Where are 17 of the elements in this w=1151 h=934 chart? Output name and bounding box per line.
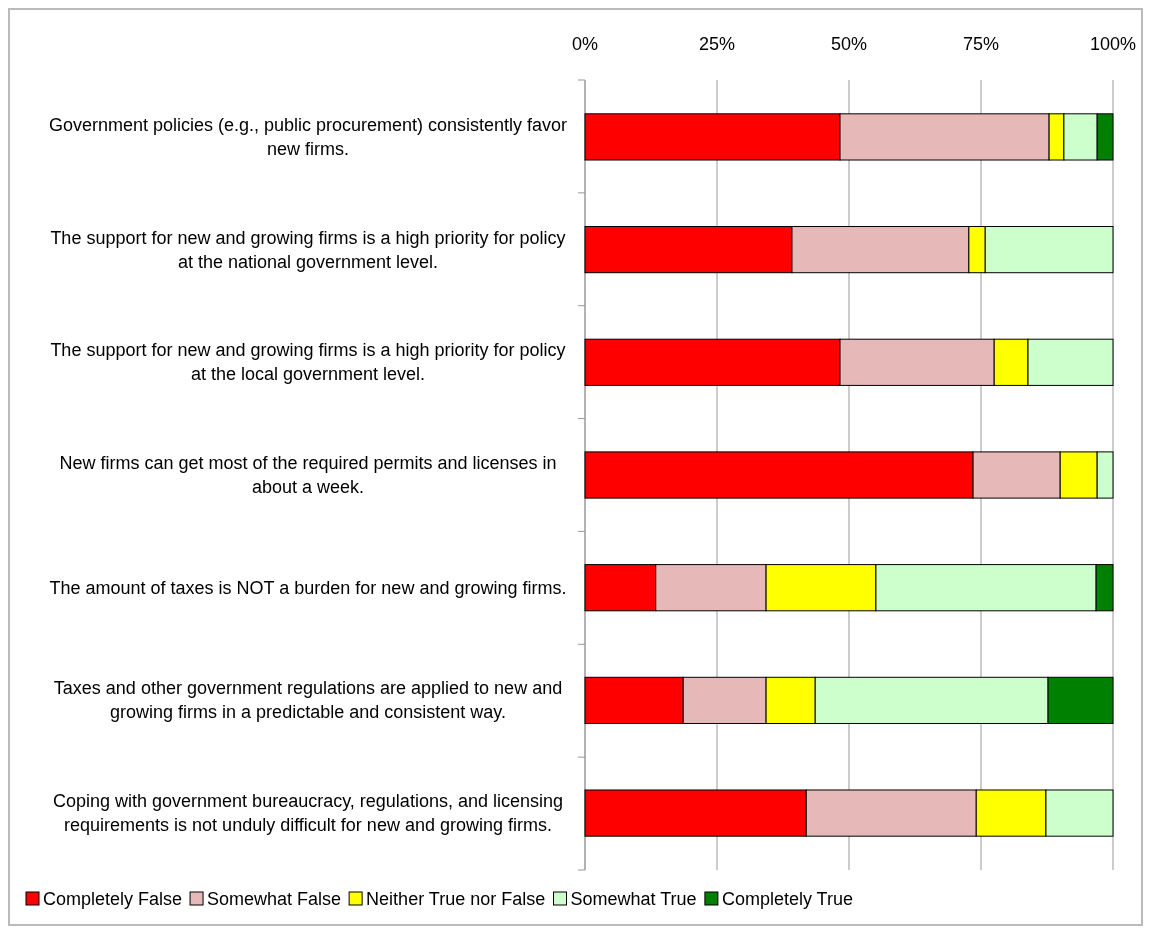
y-tick-label: Government policies (e.g., public procurement) consistently favor new firms.: [48, 114, 568, 159]
legend-label: Completely True: [721, 889, 853, 909]
y-tick-label: Taxes and other government regulations are applied to new and growing firms in a predictable and consistent way.: [53, 678, 563, 723]
x-tick-label: 50%: [830, 34, 868, 54]
x-tick-label: 100%: [1089, 34, 1137, 54]
legend-label: Somewhat True: [570, 889, 697, 909]
x-tick-label: 25%: [698, 34, 736, 54]
y-tick-label: New firms can get most of the required permits and licenses in about a week.: [59, 453, 557, 497]
y-tick-label: The support for new and growing firms is a high priority for policy at the local government level.: [50, 340, 566, 385]
x-tick-label: 0%: [571, 34, 599, 54]
legend-label: Completely False: [43, 889, 183, 909]
y-tick-label: The support for new and growing firms is a high priority for policy at the national government level.: [50, 227, 566, 272]
legend-label: Neither True nor False: [366, 889, 546, 909]
legend-label: Somewhat False: [207, 889, 342, 909]
y-tick-label: Coping with government bureaucracy, regulations, and licensing requirements is not unduly difficult for new and growing firms.: [53, 791, 563, 836]
y-tick-label: The amount of taxes is NOT a burden for new and growing firms.: [49, 577, 567, 598]
x-tick-label: 75%: [962, 34, 1000, 54]
